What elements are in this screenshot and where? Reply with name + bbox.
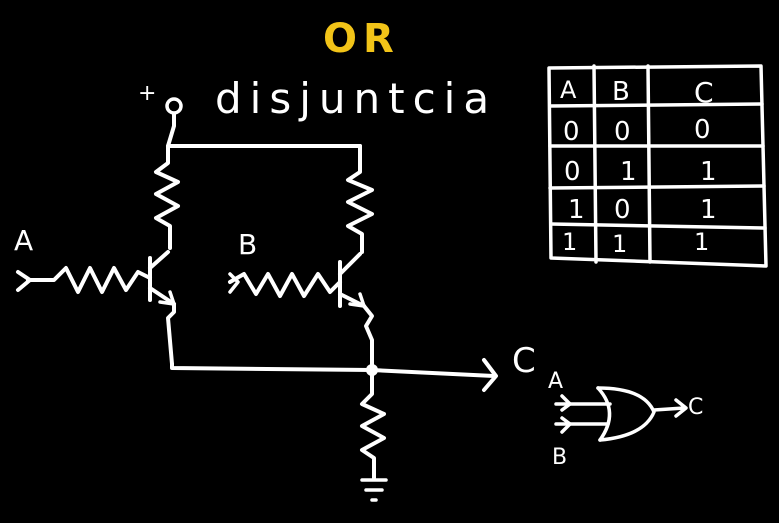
ground-icon — [360, 478, 388, 502]
table-cell: 1 — [568, 195, 585, 225]
table-header-b: B — [612, 77, 630, 107]
supply-terminal — [165, 97, 183, 115]
diagram-title: OR — [323, 16, 400, 62]
table-header-c: C — [694, 76, 714, 109]
table-cell: 1 — [620, 157, 637, 187]
input-a-arrow — [16, 270, 32, 292]
resistor-collector-b — [346, 144, 374, 254]
table-cell: 0 — [694, 115, 711, 145]
diagram-subtitle: disjuntcia — [215, 74, 497, 123]
or-gate-symbol — [554, 386, 688, 442]
table-cell: 0 — [614, 117, 631, 147]
transistor-a — [148, 250, 176, 366]
gate-input-a-label: A — [548, 369, 563, 394]
resistor-collector-a — [154, 144, 180, 250]
table-cell: 1 — [694, 228, 709, 256]
resistor-input-b — [228, 272, 342, 298]
emitter-bus — [170, 362, 374, 372]
input-b-label: B — [238, 228, 257, 261]
table-cell: 1 — [700, 157, 717, 187]
table-cell: 0 — [564, 157, 581, 187]
table-cell: 0 — [563, 117, 580, 147]
supply-label: + — [138, 81, 156, 106]
transistor-b — [338, 252, 374, 372]
output-label: C — [512, 341, 536, 381]
input-b-arrow — [228, 272, 240, 294]
supply-rail — [166, 112, 362, 148]
output-wire — [370, 368, 496, 378]
table-cell: 1 — [562, 228, 577, 256]
truth-table: A B C 0 0 0 0 1 1 1 0 1 1 1 1 — [547, 64, 768, 268]
resistor-emitter — [360, 368, 386, 480]
gate-output-label: C — [688, 395, 703, 420]
table-cell: 1 — [612, 230, 627, 258]
table-header-a: A — [560, 76, 577, 104]
output-arrow — [482, 358, 498, 392]
gate-input-b-label: B — [552, 445, 567, 470]
table-cell: 0 — [614, 195, 631, 225]
resistor-input-a — [26, 266, 152, 294]
input-a-label: A — [14, 224, 33, 257]
table-cell: 1 — [700, 195, 717, 225]
